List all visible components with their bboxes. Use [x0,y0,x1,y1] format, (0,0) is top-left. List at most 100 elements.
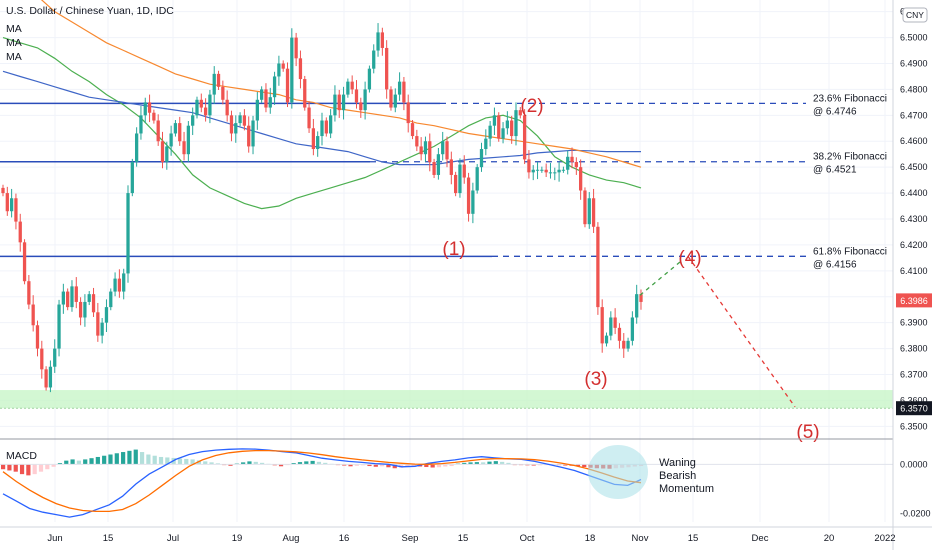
level-name-1: 38.2% Fibonacci [813,152,887,163]
candle-body-9 [40,348,44,370]
candle-body-68 [294,37,298,59]
candle-body-105 [453,174,458,194]
candle-body-118 [510,120,514,137]
candle-body-15 [66,291,70,308]
candle-body-88 [380,32,384,48]
candle-body-33 [143,102,147,116]
macd-bar-25 [158,456,164,465]
macd-bar-65 [411,464,416,467]
candle-body-147 [635,294,639,318]
symbol-title: U.S. Dollar / Chinese Yuan, 1D, IDC [6,5,174,17]
candle-body-114 [492,115,497,126]
macd-bar-54 [342,464,347,466]
macd-bar-55 [348,464,353,467]
macd-bar-48 [304,461,309,465]
candle-body-8 [35,325,40,349]
candle-body-96 [415,136,419,147]
candle-body-5 [22,242,27,282]
candle-body-126 [544,169,548,173]
candle-body-65 [281,63,285,69]
candle-body-4 [18,221,22,243]
date-tick-5: 16 [339,533,350,544]
candle-body-86 [372,50,376,69]
macd-bar-56 [354,464,359,466]
macd-bar-19 [121,452,126,465]
candle-body-135 [583,190,587,225]
candle-body-141 [609,317,613,336]
macd-tick-0: 0.0000 [900,459,928,469]
macd-bar-7 [45,464,50,470]
candle-body-124 [535,169,540,171]
macd-bar-69 [436,464,442,468]
ma-legend-3: MA [6,51,22,63]
candle-body-83 [359,102,363,111]
candle-body-108 [466,177,471,214]
price-tick-6: 6.4100 [900,266,928,276]
candle-body-45 [195,99,199,116]
macd-bar-18 [114,453,119,465]
candle-body-111 [479,149,484,168]
candle-body-41 [178,123,182,142]
macd-bar-80 [506,462,511,465]
macd-bar-71 [449,464,454,467]
annotation-line-1: Bearish [659,470,696,482]
candle-body-66 [285,68,290,103]
candle-body-139 [600,307,604,344]
macd-bar-9 [57,463,63,465]
candle-body-27 [117,278,122,292]
wave-label-5: (5) [796,422,819,443]
macd-bar-77 [487,461,492,465]
price-badge-0 [896,293,932,308]
candle-body-12 [53,348,57,367]
macd-bar-92 [582,464,587,468]
macd-bar-11 [70,459,75,465]
macd-bar-61 [386,464,391,468]
candle-body-98 [423,141,428,155]
candle-body-90 [389,89,393,108]
price-tick-3: 6.3800 [900,344,928,354]
macd-bar-78 [493,461,498,465]
candle-body-69 [298,58,303,80]
currency-badge-text: CNY [906,10,924,20]
candle-body-146 [630,317,635,341]
macd-bar-70 [443,464,448,467]
candle-body-44 [191,115,195,126]
macd-bar-67 [424,464,429,468]
macd-bar-41 [259,462,265,465]
wave-label-2: (2) [520,96,543,117]
price-tick-15: 6.5000 [900,33,928,43]
macd-bar-28 [177,458,183,465]
macd-bar-17 [108,454,113,465]
candle-body-92 [397,81,402,95]
macd-bar-12 [76,460,82,465]
candle-body-28 [122,273,126,292]
candle-body-129 [557,169,561,173]
candle-body-76 [328,115,333,134]
candle-body-38 [165,146,169,162]
candle-body-31 [134,133,139,162]
candle-body-127 [548,172,553,174]
candle-body-134 [579,167,583,191]
macd-bar-10 [64,460,69,465]
macd-bar-75 [474,462,479,465]
candle-body-19 [83,301,87,318]
date-tick-13: 20 [824,533,835,544]
macd-bar-16 [102,455,107,465]
price-tick-13: 6.4800 [900,84,928,94]
candle-body-143 [617,327,622,341]
candle-body-70 [303,79,307,108]
date-tick-11: 15 [688,533,699,544]
date-tick-2: Jul [167,533,179,544]
candle-body-109 [471,190,475,214]
macd-bar-84 [531,464,536,466]
macd-tick-1: -0.0200 [900,508,931,518]
candle-body-36 [156,120,160,142]
candle-body-24 [104,307,109,323]
wave-label-3: (3) [584,369,607,390]
candle-body-17 [74,286,78,302]
price-badge-text-0: 6.3986 [900,296,928,306]
candle-body-81 [350,81,354,90]
candle-body-59 [255,99,259,121]
